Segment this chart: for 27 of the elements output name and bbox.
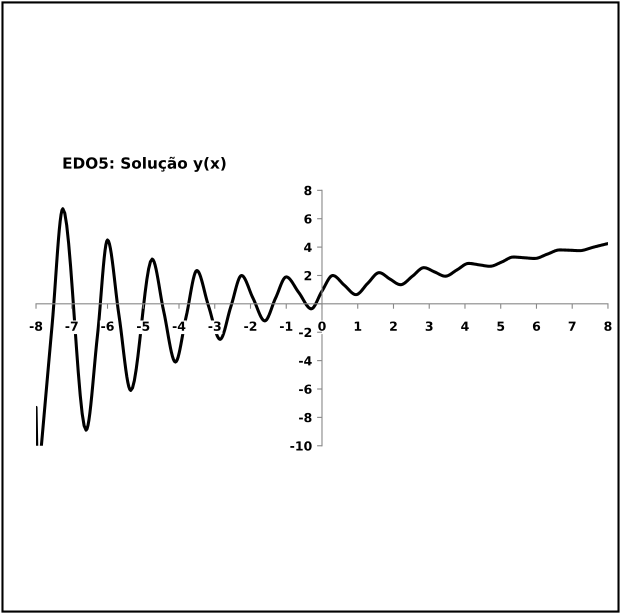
x-tick-label: 2 — [390, 321, 397, 331]
x-tick-label: 1 — [354, 322, 362, 331]
x-tick-label: -7 — [66, 322, 78, 331]
y-tick-label: -6 — [299, 384, 312, 394]
y-tick-label: -8 — [299, 412, 312, 422]
x-tick-label: -1 — [280, 322, 292, 331]
x-tick-label: -6 — [101, 321, 114, 331]
x-tick-label: 3 — [426, 321, 433, 331]
y-tick-label: -4 — [299, 356, 312, 366]
x-tick-label: 4 — [461, 322, 469, 331]
x-tick-label: 7 — [568, 322, 576, 331]
x-tick-label: -2 — [244, 321, 256, 331]
x-tick-label: -5 — [136, 322, 150, 331]
y-tick-label: 4 — [304, 242, 312, 252]
x-tick-label: -8 — [30, 321, 42, 331]
y-tick-label: 8 — [304, 186, 312, 196]
x-tick-label: -4 — [172, 322, 186, 331]
chart-title: EDO5: Solução y(x) — [64, 156, 226, 172]
x-tick-label: 8 — [604, 321, 612, 331]
y-tick-label: 6 — [304, 214, 312, 224]
y-tick-label: 2 — [304, 270, 312, 280]
x-tick-label: 5 — [497, 322, 504, 331]
x-tick-label: 0 — [318, 321, 326, 331]
x-tick-label: 6 — [532, 321, 540, 331]
y-tick-label: -10 — [290, 441, 312, 451]
y-tick-label: -2 — [299, 328, 312, 337]
x-tick-label: -3 — [208, 321, 221, 331]
